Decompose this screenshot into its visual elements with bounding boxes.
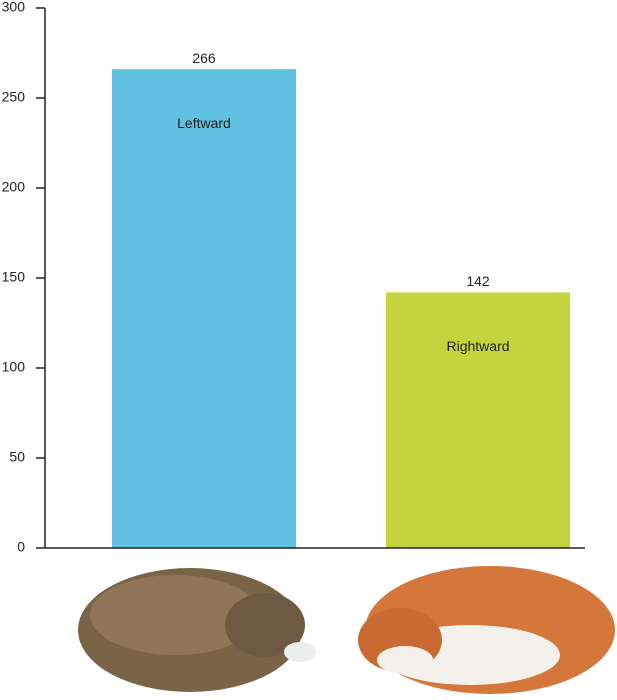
- value-label: 266: [192, 50, 216, 66]
- y-tick-label: 50: [9, 449, 25, 465]
- bar: [112, 69, 296, 548]
- cat-left: [78, 568, 316, 692]
- category-label: Leftward: [177, 115, 231, 131]
- value-label: 142: [466, 273, 490, 289]
- y-tick-label: 200: [2, 179, 26, 195]
- y-tick-label: 0: [17, 539, 25, 555]
- y-tick-label: 250: [2, 89, 26, 105]
- bar: [386, 292, 570, 548]
- y-tick-label: 150: [2, 269, 26, 285]
- y-tick-label: 300: [2, 0, 26, 15]
- category-label: Rightward: [446, 338, 509, 354]
- y-tick-label: 100: [2, 359, 26, 375]
- cat-right: [358, 566, 615, 694]
